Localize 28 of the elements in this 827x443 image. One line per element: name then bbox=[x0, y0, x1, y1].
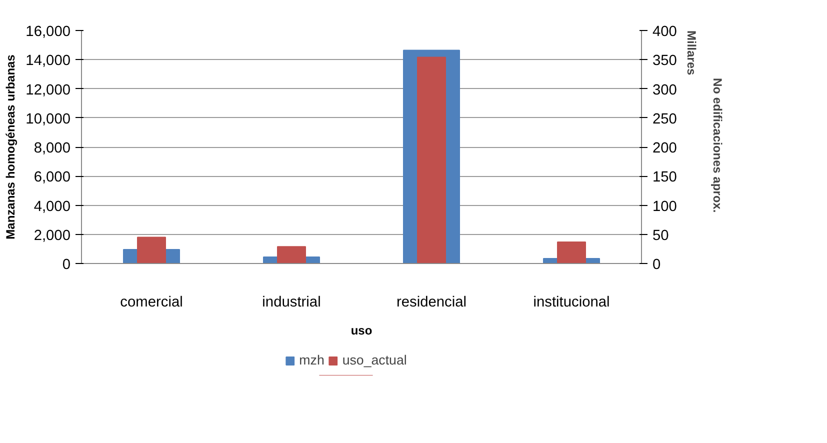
y-tick-label: 10,000 bbox=[26, 111, 70, 128]
y-tick-label: 12,000 bbox=[26, 82, 70, 98]
y2-axis-title: No edificaciones aprox. bbox=[710, 78, 724, 213]
x-tick-label: institucional bbox=[533, 294, 610, 310]
y-tick-label: 6,000 bbox=[34, 170, 71, 186]
y-tick-label: 8,000 bbox=[34, 140, 71, 156]
x-tick-label: industrial bbox=[262, 294, 321, 310]
x-axis-title: uso bbox=[350, 324, 372, 338]
y2-tick-label: 150 bbox=[652, 170, 677, 186]
x-tick-label: comercial bbox=[120, 294, 183, 310]
text: Millares bbox=[684, 30, 698, 76]
y-axis-title: Manzanas homogéneas urbanas bbox=[4, 54, 18, 240]
y2-tick-label: 300 bbox=[652, 82, 677, 98]
y-tick-label: 2,000 bbox=[34, 228, 71, 244]
y2-tick-label: 0 bbox=[652, 257, 661, 273]
y2-tick-label: 100 bbox=[652, 198, 677, 215]
y2-tick-label: 250 bbox=[652, 111, 677, 128]
legend-label: uso_actual bbox=[342, 352, 407, 368]
x-tick-label: residencial bbox=[396, 294, 467, 310]
y2-tick-label: 50 bbox=[652, 228, 669, 244]
y-tick-label: 4,000 bbox=[34, 198, 71, 215]
y-tick-label: 14,000 bbox=[26, 53, 70, 70]
y-tick-label: 0 bbox=[62, 257, 71, 273]
legend-label: mzh bbox=[299, 352, 324, 368]
y2-tick-label: 200 bbox=[652, 140, 677, 156]
y2-tick-label: 400 bbox=[652, 24, 677, 40]
y-tick-label: 16,000 bbox=[26, 24, 70, 40]
y2-tick-label: 350 bbox=[652, 53, 677, 70]
